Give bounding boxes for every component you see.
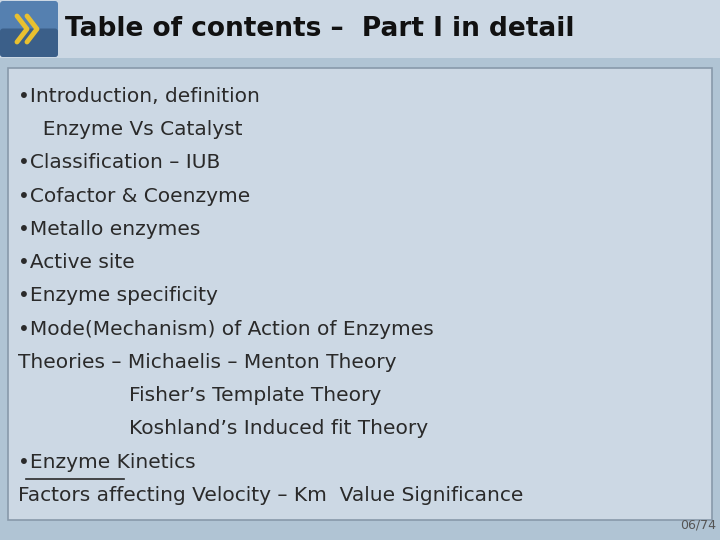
Text: •Metallo enzymes: •Metallo enzymes (18, 220, 200, 239)
Text: •Classification – IUB: •Classification – IUB (18, 153, 220, 172)
Text: •Cofactor & Coenzyme: •Cofactor & Coenzyme (18, 187, 251, 206)
Text: Table of contents –  Part I in detail: Table of contents – Part I in detail (65, 16, 575, 42)
Text: Theories – Michaelis – Menton Theory: Theories – Michaelis – Menton Theory (18, 353, 397, 372)
FancyBboxPatch shape (0, 29, 58, 57)
Text: Fisher’s Template Theory: Fisher’s Template Theory (78, 386, 382, 405)
Text: •Enzyme specificity: •Enzyme specificity (18, 286, 218, 305)
Text: Factors affecting Velocity – Km  Value Significance: Factors affecting Velocity – Km Value Si… (18, 486, 523, 505)
Text: •Enzyme Kinetics: •Enzyme Kinetics (18, 453, 196, 471)
Text: •Mode(Mechanism) of Action of Enzymes: •Mode(Mechanism) of Action of Enzymes (18, 320, 433, 339)
Text: •Active site: •Active site (18, 253, 135, 272)
Text: Enzyme Vs Catalyst: Enzyme Vs Catalyst (30, 120, 243, 139)
FancyBboxPatch shape (0, 1, 58, 57)
Bar (0, 0, 720, 58)
Text: •Introduction, definition: •Introduction, definition (18, 87, 260, 106)
Text: 06/74: 06/74 (680, 519, 716, 532)
FancyBboxPatch shape (8, 68, 712, 520)
Text: Koshland’s Induced fit Theory: Koshland’s Induced fit Theory (78, 419, 428, 438)
